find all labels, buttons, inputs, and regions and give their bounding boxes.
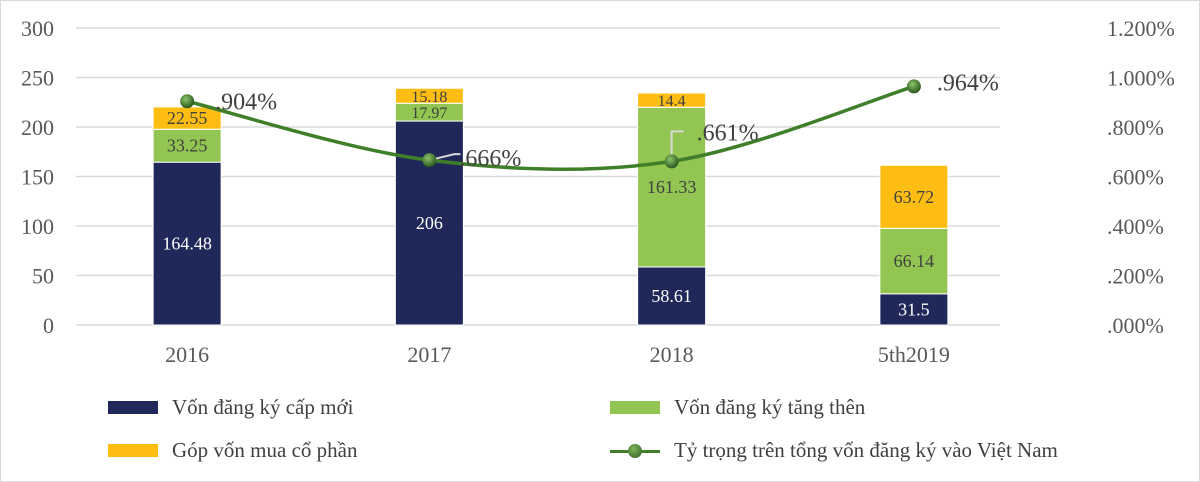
left-tick-label: 250 (21, 66, 54, 91)
bar-data-label: 14.4 (658, 93, 686, 110)
bar-segment (879, 227, 949, 295)
bar-data-label: 33.25 (167, 136, 208, 156)
ratio-line (186, 84, 915, 171)
leader-line (670, 130, 684, 162)
legend-swatch-navy (108, 401, 158, 414)
line-data-label: .661% (697, 120, 759, 146)
bar-segment (152, 161, 222, 326)
line-marker (180, 94, 195, 109)
right-tick-label: .600% (1107, 165, 1164, 190)
left-tick-label: 100 (21, 214, 54, 239)
line-marker (664, 154, 679, 169)
legend-label: Vốn đăng ký tăng thên (674, 395, 866, 419)
right-tick-label: .800% (1107, 115, 1164, 140)
right-tick-label: 1.000% (1107, 66, 1175, 91)
line-data-label: .666% (459, 146, 521, 172)
bar-segment (637, 92, 707, 108)
legend-item-ratio: Tỷ trọng trên tổng vốn đăng ký vào Việt … (610, 438, 1058, 463)
bar-segment (637, 266, 707, 326)
leader-line (429, 153, 461, 162)
line-marker (906, 79, 921, 94)
line-data-label: .904% (215, 89, 277, 115)
right-tick-label: .000% (1107, 313, 1164, 338)
bar-data-label: 58.61 (651, 286, 692, 306)
bar-segment (879, 164, 949, 229)
x-tick-label: 5th2019 (878, 342, 950, 367)
bar-data-label: 66.14 (894, 251, 935, 271)
right-tick-label: .200% (1107, 264, 1164, 289)
left-tick-label: 150 (21, 165, 54, 190)
legend-label: Tỷ trọng trên tổng vốn đăng ký vào Việt … (674, 438, 1058, 462)
left-tick-label: 0 (43, 313, 54, 338)
bar-data-label: 206 (416, 213, 443, 233)
left-tick-label: 50 (32, 264, 54, 289)
bar-data-label: 15.18 (411, 89, 447, 106)
bar-data-label: 63.72 (894, 187, 935, 207)
legend-label: Vốn đăng ký cấp mới (172, 395, 354, 419)
x-tick-label: 2016 (165, 342, 209, 367)
bar-data-label: 17.97 (411, 105, 447, 122)
legend-line-marker-icon (610, 443, 660, 459)
line-marker (422, 153, 437, 168)
legend-swatch-yellow (108, 444, 158, 457)
x-tick-label: 2017 (407, 342, 451, 367)
left-tick-label: 300 (21, 16, 54, 41)
right-tick-label: .400% (1107, 214, 1164, 239)
x-tick-label: 2018 (650, 342, 694, 367)
bar-data-label: 164.48 (162, 234, 212, 254)
legend-label: Góp vốn mua cổ phần (172, 438, 358, 462)
bar-data-label: 31.5 (898, 299, 930, 319)
legend-swatch-green (610, 401, 660, 414)
legend-item-share-purchase: Góp vốn mua cổ phần (108, 438, 357, 463)
right-tick-label: 1.200% (1107, 16, 1175, 41)
bar-data-label: 22.55 (167, 108, 208, 128)
left-tick-label: 200 (21, 115, 54, 140)
legend-item-added-capital: Vốn đăng ký tăng thên (610, 395, 865, 420)
legend-item-new-capital: Vốn đăng ký cấp mới (108, 395, 353, 420)
bar-segment (394, 87, 464, 104)
bar-data-label: 161.33 (647, 177, 697, 197)
line-data-label: .964% (937, 70, 999, 96)
